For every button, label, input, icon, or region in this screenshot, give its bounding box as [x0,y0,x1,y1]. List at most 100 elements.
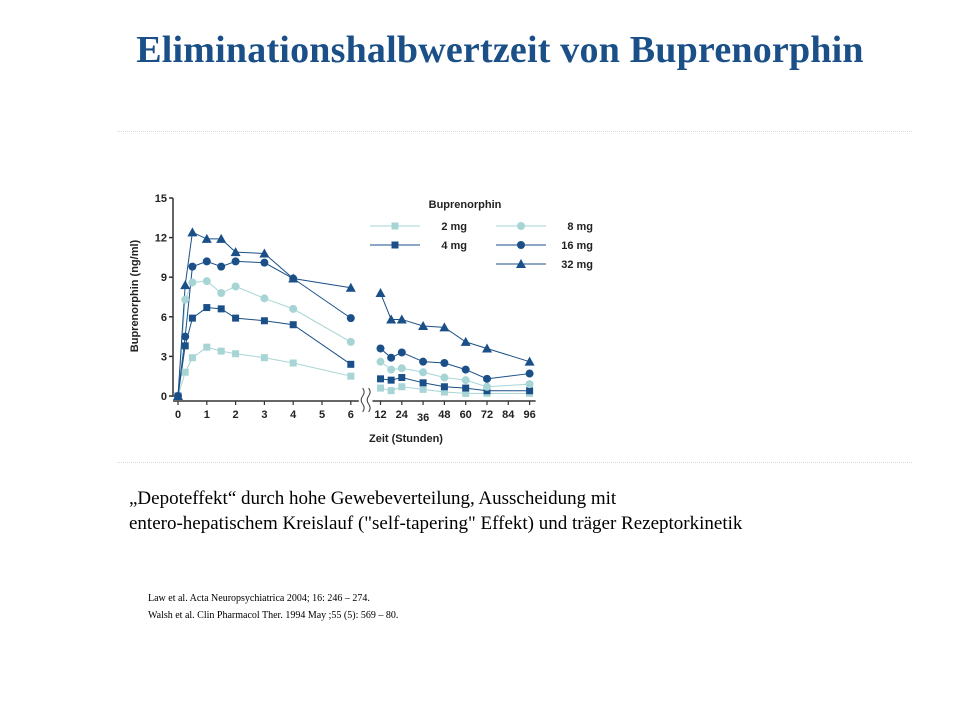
y-tick-label: 0 [161,391,167,403]
data-point-16-mg [260,258,269,267]
data-point-32-mg [173,391,183,400]
data-point-2-mg [181,368,189,376]
data-point-2-mg [419,385,427,393]
data-point-8-mg [289,304,298,313]
data-point-32-mg [230,247,241,257]
data-point-2-mg [440,388,448,396]
caption-line-2: entero-hepatischem Kreislauf ("self-tape… [129,513,743,534]
data-point-8-mg [231,282,240,291]
x-tick-label: 4 [290,409,297,421]
data-point-2-mg [387,387,395,395]
x-tick-label: 48 [438,409,450,421]
data-point-32-mg [524,356,535,366]
y-tick-label: 12 [155,233,167,245]
data-point-16-mg [346,314,355,323]
legend-label-16-mg: 16 mg [561,240,593,252]
data-point-2-mg [203,343,211,351]
data-point-2-mg [289,359,297,367]
y-axis-label: Buprenorphin (ng/ml) [129,239,141,352]
data-point-16-mg [217,262,226,271]
data-point-8-mg [376,357,385,366]
data-point-16-mg [181,332,190,341]
data-point-4-mg [289,321,297,329]
data-point-32-mg [187,227,198,237]
legend-title: Buprenorphin [429,199,502,211]
data-point-32-mg [180,280,191,290]
data-point-16-mg [525,369,534,378]
y-tick-label: 6 [161,312,167,324]
data-point-2-mg [462,389,470,397]
legend-label-8-mg: 8 mg [567,221,593,233]
data-point-32-mg [345,282,356,292]
data-point-32-mg [418,321,429,331]
x-tick-label: 0 [175,409,181,421]
x-tick-label: 6 [348,409,354,421]
data-point-4-mg [398,374,406,382]
data-point-2-mg [232,350,240,358]
data-point-4-mg [377,375,384,383]
data-point-8-mg [260,294,269,303]
top-divider [117,131,912,132]
data-point-16-mg [188,262,197,271]
x-tick-label: 84 [502,409,515,421]
slide-title: Eliminationshalbwertzeit von Buprenorphi… [136,29,864,71]
x-tick-label: 24 [396,409,409,421]
data-point-16-mg [202,257,211,266]
x-tick-label: 1 [204,409,210,421]
data-point-16-mg [231,257,240,266]
bottom-divider [117,462,912,463]
data-point-16-mg [397,348,406,357]
data-point-32-mg [460,336,471,346]
data-point-4-mg [188,314,196,322]
caption: „Depoteffekt“ durch hohe Gewebeverteilun… [129,486,929,536]
data-point-4-mg [462,384,470,392]
data-point-4-mg [217,305,225,313]
x-axis-label: Zeit (Stunden) [369,433,443,445]
data-point-8-mg [217,289,226,298]
data-point-4-mg [419,379,427,387]
data-point-4-mg [260,317,268,325]
x-tick-label: 36 [417,412,429,424]
references: Law et al. Acta Neuropsychiatrica 2004; … [148,590,398,624]
data-point-2-mg [398,383,406,391]
data-point-8-mg [188,278,197,287]
data-point-8-mg [181,295,190,304]
data-point-4-mg [387,376,395,384]
data-point-2-mg [347,372,355,380]
data-point-32-mg [259,248,270,258]
legend-label-2-mg: 2 mg [441,221,467,233]
data-point-8-mg [202,277,211,286]
data-point-16-mg [387,353,396,362]
x-tick-label: 60 [460,409,472,421]
data-point-8-mg [419,368,428,377]
data-point-8-mg [440,373,449,382]
data-point-4-mg [203,304,211,312]
x-tick-label: 3 [261,409,267,421]
data-point-8-mg [483,382,491,391]
legend-marker-2-mg [391,222,399,230]
data-point-16-mg [483,374,491,383]
data-point-32-mg [482,343,492,353]
x-tick-label: 2 [233,409,239,421]
x-tick-label: 12 [374,409,386,421]
data-point-16-mg [376,344,385,353]
reference-1: Law et al. Acta Neuropsychiatrica 2004; … [148,593,370,604]
data-point-2-mg [260,354,268,362]
data-point-4-mg [440,383,448,391]
y-tick-label: 9 [161,272,167,284]
legend-marker-8-mg [517,222,525,230]
data-point-32-mg [375,288,386,298]
legend-marker-4-mg [391,241,399,249]
data-point-16-mg [419,357,428,366]
caption-line-1: „Depoteffekt“ durch hohe Gewebeverteilun… [129,488,617,509]
data-point-8-mg [397,364,406,373]
data-point-8-mg [346,337,355,346]
data-point-16-mg [461,365,470,374]
data-point-2-mg [217,347,225,355]
data-point-8-mg [461,376,470,385]
data-point-2-mg [377,384,384,392]
data-point-4-mg [526,387,534,395]
axis-break-mark [360,387,365,413]
legend-label-32-mg: 32 mg [561,259,593,271]
data-point-32-mg [201,233,212,243]
